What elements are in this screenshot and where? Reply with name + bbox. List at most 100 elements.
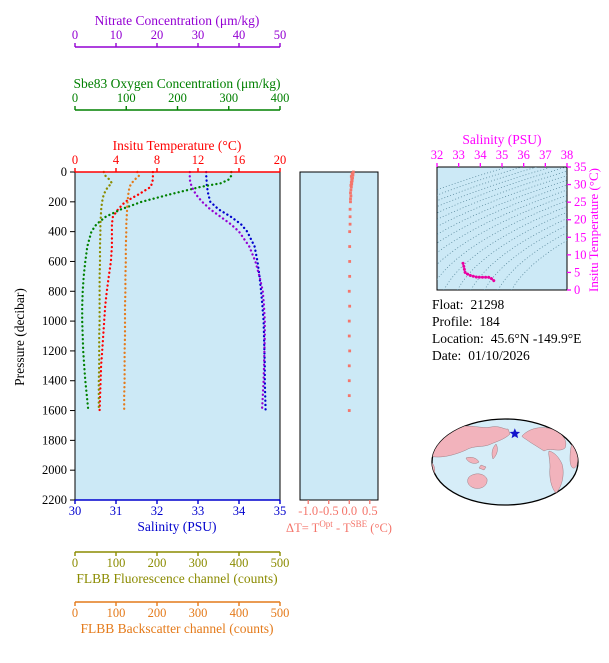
svg-text:10: 10 (574, 248, 587, 262)
svg-text:300: 300 (189, 606, 208, 620)
svg-text:200: 200 (148, 556, 167, 570)
svg-text:0: 0 (574, 283, 580, 297)
svg-text:35: 35 (574, 160, 587, 174)
svg-text:200: 200 (148, 606, 167, 620)
svg-text:1000: 1000 (42, 314, 67, 328)
float-label: Float: (432, 297, 464, 312)
svg-text:0: 0 (72, 28, 78, 42)
svg-text:800: 800 (48, 284, 67, 298)
svg-text:0.0: 0.0 (341, 504, 357, 518)
svg-text:2200: 2200 (42, 493, 67, 507)
nitrate-axis-title: Nitrate Concentration (μm/kg) (94, 13, 260, 28)
svg-text:20: 20 (274, 153, 287, 167)
oxygen-axis-title: Sbe83 Oxygen Concentration (μm/kg) (73, 76, 281, 91)
salinity-axis-title: Salinity (PSU) (137, 519, 217, 534)
backscatter-axis-title: FLBB Backscatter channel (counts) (80, 621, 274, 636)
svg-text:12: 12 (192, 153, 205, 167)
delta-t-label-sup-opt: Opt (319, 519, 333, 529)
float-info-block: Float: 21298 Profile: 184 Location: 45.6°N … (432, 296, 581, 364)
ts-salinity-axis-title: Salinity (PSU) (462, 132, 542, 147)
temperature-axis-title: Insitu Temperature (°C) (112, 138, 242, 153)
svg-text:20: 20 (151, 28, 164, 42)
svg-text:40: 40 (233, 28, 246, 42)
date-label: Date: (432, 348, 462, 363)
profile-info-row: Profile: 184 (432, 313, 581, 330)
svg-text:200: 200 (168, 91, 187, 105)
svg-text:50: 50 (274, 28, 287, 42)
svg-text:400: 400 (230, 556, 249, 570)
date-info-row: Date: 01/10/2026 (432, 347, 581, 364)
delta-t-axis-label: ΔT= TOpt - TSBE (°C) (259, 519, 419, 536)
profile-value: 184 (479, 314, 500, 329)
delta-t-label-prefix: ΔT= T (286, 521, 320, 536)
svg-text:8: 8 (154, 153, 160, 167)
delta-t-label-mid: - T (332, 521, 351, 536)
svg-text:30: 30 (69, 504, 82, 518)
svg-text:25: 25 (574, 195, 587, 209)
svg-text:0: 0 (61, 165, 67, 179)
svg-text:1800: 1800 (42, 433, 67, 447)
svg-text:34: 34 (474, 148, 487, 162)
location-value: 45.6°N -149.9°E (490, 331, 582, 346)
svg-text:36: 36 (517, 148, 530, 162)
float-location-star (509, 428, 521, 439)
svg-text:2000: 2000 (42, 463, 67, 477)
svg-text:35: 35 (496, 148, 509, 162)
svg-text:30: 30 (192, 28, 205, 42)
svg-text:20: 20 (574, 213, 587, 227)
svg-text:100: 100 (117, 91, 136, 105)
profile-label: Profile: (432, 314, 473, 329)
svg-text:1200: 1200 (42, 344, 67, 358)
svg-text:600: 600 (48, 254, 67, 268)
main-profile-plot: 0 200 400 600 800 1000 1200 1400 1600 1800 2000 220… (42, 165, 281, 507)
svg-text:300: 300 (219, 91, 238, 105)
svg-text:38: 38 (561, 148, 574, 162)
svg-text:33: 33 (192, 504, 205, 518)
svg-text:100: 100 (107, 606, 126, 620)
svg-text:-1.0: -1.0 (298, 504, 318, 518)
svg-text:10: 10 (110, 28, 123, 42)
svg-text:16: 16 (233, 153, 246, 167)
svg-text:500: 500 (271, 556, 290, 570)
ts-temperature-axis-label: Insitu Temperature (°C) (586, 168, 601, 292)
delta-t-plot: -1.0 -0.5 0.0 0.5 (298, 170, 379, 518)
float-value: 21298 (470, 297, 505, 312)
svg-text:5: 5 (574, 265, 580, 279)
svg-text:0: 0 (72, 606, 78, 620)
svg-text:34: 34 (233, 504, 246, 518)
date-value: 01/10/2026 (468, 348, 530, 363)
location-info-row: Location: 45.6°N -149.9°E (432, 330, 581, 347)
svg-text:35: 35 (274, 504, 287, 518)
svg-text:200: 200 (48, 195, 67, 209)
svg-text:400: 400 (271, 91, 290, 105)
delta-t-label-sup-sbe: SBE (350, 519, 368, 529)
svg-text:400: 400 (230, 606, 249, 620)
svg-text:1600: 1600 (42, 404, 67, 418)
pressure-axis-label: Pressure (decibar) (12, 288, 27, 386)
location-label: Location: (432, 331, 484, 346)
svg-text:400: 400 (48, 225, 67, 239)
svg-text:0: 0 (72, 153, 78, 167)
svg-text:15: 15 (574, 230, 587, 244)
svg-text:500: 500 (271, 606, 290, 620)
svg-text:31: 31 (110, 504, 123, 518)
svg-text:4: 4 (113, 153, 120, 167)
svg-text:-0.5: -0.5 (319, 504, 339, 518)
svg-text:37: 37 (539, 148, 552, 162)
svg-text:32: 32 (431, 148, 444, 162)
svg-text:0.5: 0.5 (362, 504, 378, 518)
svg-text:300: 300 (189, 556, 208, 570)
world-map (431, 418, 579, 506)
svg-text:1400: 1400 (42, 374, 67, 388)
svg-text:100: 100 (107, 556, 126, 570)
fluorescence-axis-title: FLBB Fluorescence channel (counts) (76, 571, 278, 586)
svg-text:0: 0 (72, 91, 78, 105)
float-info-row: Float: 21298 (432, 296, 581, 313)
svg-text:33: 33 (452, 148, 465, 162)
map-landmasses (432, 422, 578, 494)
delta-t-label-suffix: (°C) (367, 521, 392, 536)
ts-density-contours (437, 167, 567, 290)
svg-text:30: 30 (574, 178, 587, 192)
svg-text:0: 0 (72, 556, 78, 570)
